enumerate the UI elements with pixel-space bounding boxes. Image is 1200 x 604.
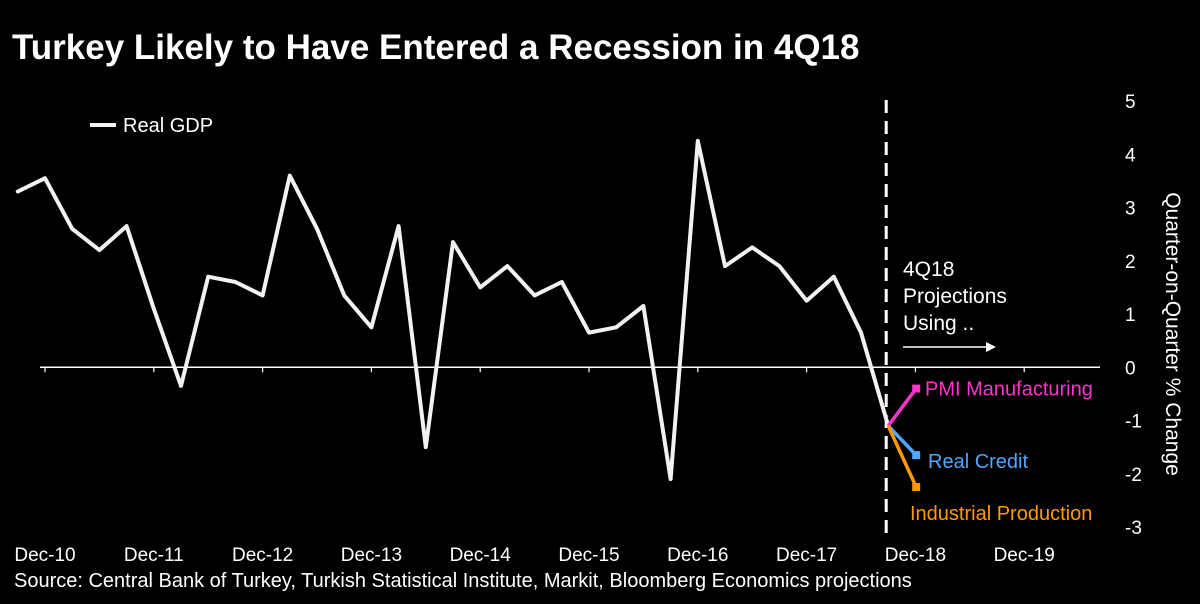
y-tick-label: 1 <box>1125 305 1136 326</box>
data-point-real-gdp <box>315 227 319 231</box>
x-tick-label: Dec-13 <box>341 545 402 566</box>
y-tick-label: 2 <box>1125 252 1136 273</box>
data-point-real-gdp <box>179 384 183 388</box>
data-point-real-gdp <box>97 248 101 252</box>
projection-label: Real Credit <box>928 451 1028 473</box>
data-point-real-gdp <box>70 227 74 231</box>
projection-marker <box>912 483 921 492</box>
chart-title: Turkey Likely to Have Entered a Recessio… <box>12 28 860 67</box>
data-point-real-gdp <box>424 445 428 449</box>
annotation-text: Projections <box>903 285 1007 308</box>
data-point-real-gdp <box>560 280 564 284</box>
data-point-real-gdp <box>587 331 591 335</box>
annotation-text: 4Q18 <box>903 258 954 281</box>
projection-marker <box>912 384 921 393</box>
data-point-real-gdp <box>125 224 129 228</box>
data-point-real-gdp <box>777 264 781 268</box>
data-point-real-gdp <box>288 174 292 178</box>
x-tick-label: Dec-15 <box>558 545 619 566</box>
x-tick-label: Dec-12 <box>232 545 293 566</box>
projection-line <box>886 425 918 488</box>
y-tick-label: 3 <box>1125 199 1136 220</box>
data-point-real-gdp <box>261 293 265 297</box>
y-tick-label: -1 <box>1125 412 1142 433</box>
data-point-real-gdp <box>16 190 20 194</box>
data-point-real-gdp <box>451 240 455 244</box>
data-point-real-gdp <box>750 245 754 249</box>
data-point-real-gdp <box>723 264 727 268</box>
x-tick-label: Dec-14 <box>450 545 512 566</box>
y-tick-label: 5 <box>1125 92 1136 113</box>
y-tick-label: -2 <box>1125 465 1142 486</box>
y-tick-label: 0 <box>1125 358 1136 379</box>
data-point-real-gdp <box>369 325 373 329</box>
x-tick-label: Dec-16 <box>667 545 728 566</box>
annotation-text: Using .. <box>903 312 974 335</box>
x-tick-label: Dec-10 <box>14 545 75 566</box>
projection-label: Industrial Production <box>910 503 1092 525</box>
data-point-real-gdp <box>805 299 809 303</box>
y-tick-label: -3 <box>1125 518 1142 539</box>
projection-line <box>886 387 918 427</box>
projection-label: PMI Manufacturing <box>925 379 1093 401</box>
data-point-real-gdp <box>859 331 863 335</box>
annotation-arrowhead <box>986 342 996 352</box>
projection-marker <box>912 451 921 460</box>
projection-line <box>886 424 918 457</box>
data-point-real-gdp <box>152 307 156 311</box>
data-point-real-gdp <box>233 280 237 284</box>
x-tick-label: Dec-19 <box>994 545 1055 566</box>
legend-label-real-gdp: Real GDP <box>123 115 213 137</box>
y-tick-label: 4 <box>1125 145 1136 166</box>
data-point-real-gdp <box>342 293 346 297</box>
data-point-real-gdp <box>614 325 618 329</box>
x-tick-label: Dec-18 <box>885 545 946 566</box>
data-point-real-gdp <box>641 304 645 308</box>
series-line-real-gdp <box>15 138 891 482</box>
data-point-real-gdp <box>505 264 509 268</box>
x-tick-label: Dec-11 <box>124 545 184 566</box>
data-point-real-gdp <box>832 275 836 279</box>
data-point-real-gdp <box>669 477 673 481</box>
data-point-real-gdp <box>696 139 700 143</box>
data-point-real-gdp <box>533 293 537 297</box>
data-point-real-gdp <box>206 275 210 279</box>
x-tick-label: Dec-17 <box>776 545 837 566</box>
data-point-real-gdp <box>478 285 482 289</box>
source-note: Source: Central Bank of Turkey, Turkish … <box>14 570 912 592</box>
y-axis-label: Quarter-on-Quarter % Change <box>1161 192 1184 476</box>
data-point-real-gdp <box>397 224 401 228</box>
data-point-real-gdp <box>43 176 47 180</box>
